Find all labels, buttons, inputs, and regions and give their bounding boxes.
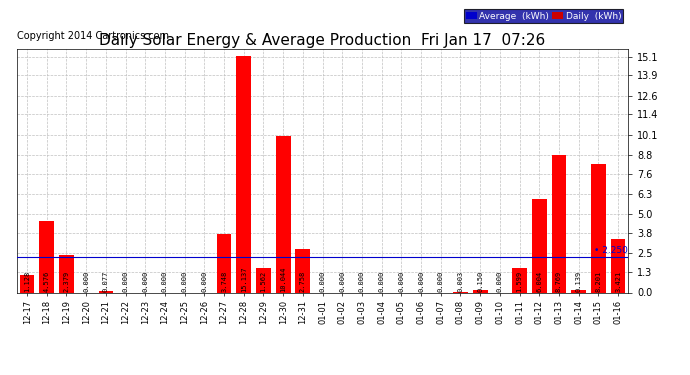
Text: 0.150: 0.150 <box>477 271 483 292</box>
Bar <box>551 156 566 292</box>
Bar <box>295 249 310 292</box>
Text: 0.000: 0.000 <box>201 271 208 292</box>
Bar <box>611 239 625 292</box>
Bar <box>20 275 34 292</box>
Text: 0.000: 0.000 <box>181 271 188 292</box>
Text: 0.000: 0.000 <box>162 271 168 292</box>
Bar <box>256 268 271 292</box>
Text: 0.000: 0.000 <box>418 271 424 292</box>
Legend: Average  (kWh), Daily  (kWh): Average (kWh), Daily (kWh) <box>464 9 623 23</box>
Text: 2.379: 2.379 <box>63 271 70 292</box>
Text: 15.137: 15.137 <box>241 267 247 292</box>
Text: 3.421: 3.421 <box>615 271 621 292</box>
Bar <box>591 164 606 292</box>
Bar <box>276 136 290 292</box>
Text: 0.000: 0.000 <box>339 271 345 292</box>
Text: • 2.250: • 2.250 <box>594 246 628 255</box>
Bar <box>59 255 74 292</box>
Bar <box>39 221 55 292</box>
Text: 0.000: 0.000 <box>497 271 503 292</box>
Bar <box>217 234 231 292</box>
Text: 8.201: 8.201 <box>595 271 602 292</box>
Text: 1.562: 1.562 <box>261 271 266 292</box>
Text: 0.000: 0.000 <box>83 271 89 292</box>
Text: 1.128: 1.128 <box>24 271 30 292</box>
Bar <box>512 267 527 292</box>
Text: 2.758: 2.758 <box>300 271 306 292</box>
Text: 8.769: 8.769 <box>556 271 562 292</box>
Text: 4.576: 4.576 <box>43 271 50 292</box>
Text: 0.000: 0.000 <box>123 271 128 292</box>
Text: 10.044: 10.044 <box>280 267 286 292</box>
Title: Daily Solar Energy & Average Production  Fri Jan 17  07:26: Daily Solar Energy & Average Production … <box>99 33 546 48</box>
Text: 0.077: 0.077 <box>103 271 109 292</box>
Text: 0.000: 0.000 <box>379 271 384 292</box>
Text: 0.000: 0.000 <box>398 271 404 292</box>
Bar <box>532 199 546 292</box>
Text: 3.748: 3.748 <box>221 271 227 292</box>
Text: Copyright 2014 Cartronics.com: Copyright 2014 Cartronics.com <box>17 31 169 41</box>
Bar <box>473 290 488 292</box>
Text: 1.599: 1.599 <box>517 271 522 292</box>
Text: 0.000: 0.000 <box>437 271 444 292</box>
Text: 0.003: 0.003 <box>457 271 464 292</box>
Text: 6.004: 6.004 <box>536 271 542 292</box>
Bar <box>237 56 251 292</box>
Text: 0.139: 0.139 <box>575 271 582 292</box>
Bar <box>99 291 113 292</box>
Text: 0.000: 0.000 <box>142 271 148 292</box>
Bar <box>571 290 586 292</box>
Text: 0.000: 0.000 <box>359 271 365 292</box>
Text: 0.000: 0.000 <box>319 271 326 292</box>
